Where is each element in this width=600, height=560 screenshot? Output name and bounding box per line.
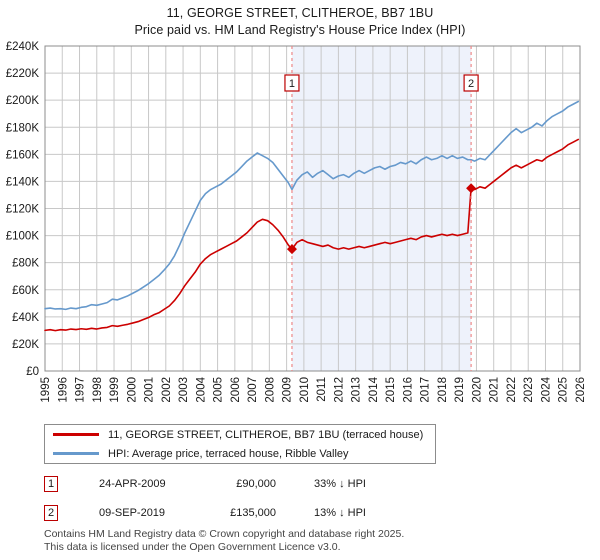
- x-axis-tick-label: 2011: [316, 377, 328, 402]
- transaction-row: 1 24-APR-2009 £90,000 33% ↓ HPI: [44, 473, 386, 495]
- x-axis-tick-label: 2015: [385, 377, 397, 403]
- x-axis-tick-label: 1998: [92, 377, 104, 403]
- x-axis-tick-label: 2001: [144, 377, 156, 403]
- sale-point-marker[interactable]: [466, 183, 477, 194]
- y-axis-tick-label: £60K: [12, 285, 39, 297]
- x-axis-tick-label: 2021: [489, 377, 501, 403]
- x-axis-tick-label: 2024: [540, 376, 552, 402]
- page-title: 11, GEORGE STREET, CLITHEROE, BB7 1BU Pr…: [0, 0, 600, 39]
- x-axis-tick-label: 2016: [402, 377, 414, 403]
- y-axis-tick-label: £80K: [12, 258, 39, 270]
- transaction-hpi-delta: 33% ↓ HPI: [314, 478, 366, 490]
- y-axis-tick-label: £100K: [6, 231, 40, 243]
- chart-legend: 11, GEORGE STREET, CLITHEROE, BB7 1BU (t…: [44, 424, 436, 464]
- plot-frame: [44, 45, 581, 372]
- series-line-price-paid: [44, 138, 580, 332]
- legend-label-hpi: HPI: Average price, terraced house, Ribb…: [108, 447, 349, 460]
- legend-swatch-price-paid: [53, 433, 99, 436]
- transaction-date: 24-APR-2009: [99, 478, 166, 490]
- legend-item-hpi: HPI: Average price, terraced house, Ribb…: [45, 444, 435, 463]
- x-axis-tick-label: 2014: [368, 376, 380, 402]
- chart-canvas: £0 £20K £40K £60K £80K £100K £120K £140K £160K £1…: [6, 41, 587, 403]
- x-axis-tick-label: 2005: [213, 377, 225, 403]
- y-axis-tick-label: £20K: [12, 339, 39, 351]
- x-axis-tick-label: 2000: [126, 377, 138, 403]
- x-axis-tick-label: 2012: [333, 377, 345, 403]
- copyright-footer: Contains HM Land Registry data © Crown c…: [44, 528, 564, 553]
- transaction-hpi-delta: 13% ↓ HPI: [314, 507, 366, 519]
- legend-item-price-paid: 11, GEORGE STREET, CLITHEROE, BB7 1BU (t…: [45, 425, 435, 444]
- y-axis-tick-label: £200K: [6, 95, 40, 107]
- y-axis-tick-label: £40K: [12, 312, 39, 324]
- x-axis-tick-label: 1997: [75, 377, 87, 403]
- x-axis-tick-label: 2002: [161, 377, 173, 403]
- x-axis-tick-label: 2007: [247, 377, 259, 403]
- x-axis-tick-label: 2003: [178, 377, 190, 403]
- legend-label-price-paid: 11, GEORGE STREET, CLITHEROE, BB7 1BU (t…: [108, 428, 424, 441]
- y-axis-tick-label: £140K: [6, 176, 40, 188]
- x-axis-tick-label: 2019: [454, 377, 466, 403]
- x-axis-tick-label: 2006: [230, 377, 242, 403]
- x-axis-tick-label: 2009: [282, 377, 294, 403]
- transaction-price: £90,000: [236, 478, 276, 490]
- x-axis-tick-label: 2023: [523, 377, 535, 403]
- transaction-price: £135,000: [230, 507, 276, 519]
- x-axis-tick-label: 2022: [506, 377, 518, 403]
- transaction-row: 2 09-SEP-2019 £135,000 13% ↓ HPI: [44, 502, 386, 524]
- y-axis-tick-label: £240K: [6, 41, 40, 53]
- annotation-badge[interactable]: [463, 74, 479, 92]
- y-axis-tick-label: £180K: [6, 122, 40, 134]
- x-axis-tick-label: 1996: [57, 377, 69, 403]
- annotation-badge-label: 2: [468, 78, 474, 90]
- x-axis-tick-label: 1999: [109, 377, 121, 403]
- footer-line-copyright: Contains HM Land Registry data © Crown c…: [44, 528, 405, 540]
- x-axis-tick-label: 2026: [575, 377, 587, 403]
- x-axis-tick-label: 2013: [351, 377, 363, 403]
- transaction-badge: 1: [44, 476, 58, 492]
- transaction-badge: 2: [44, 505, 58, 521]
- sale-point-marker[interactable]: [286, 244, 297, 255]
- x-axis-tick-label: 2020: [471, 377, 483, 403]
- x-axis-tick-label: 2018: [437, 377, 449, 403]
- y-axis-tick-label: £120K: [6, 204, 40, 216]
- x-axis-tick-label: 2010: [299, 377, 311, 403]
- annotation-badge-label: 1: [289, 78, 295, 90]
- title-line-address: 11, GEORGE STREET, CLITHEROE, BB7 1BU: [166, 6, 434, 20]
- footer-line-licence: This data is licensed under the Open Gov…: [44, 540, 341, 553]
- x-axis-tick-label: 1995: [40, 377, 52, 403]
- series-line-hpi: [44, 100, 580, 311]
- y-axis-tick-label: £220K: [6, 68, 40, 80]
- transaction-date: 09-SEP-2019: [99, 507, 166, 519]
- annotation-badge[interactable]: [284, 74, 300, 92]
- y-axis-tick-label: £0: [26, 366, 39, 378]
- x-axis-tick-label: 2025: [558, 377, 570, 403]
- legend-swatch-hpi: [53, 452, 99, 455]
- title-line-subtitle: Price paid vs. HM Land Registry's House …: [134, 23, 466, 37]
- y-axis-tick-label: £160K: [6, 149, 40, 161]
- x-axis-tick-label: 2004: [195, 376, 207, 402]
- x-axis-tick-label: 2008: [264, 377, 276, 403]
- x-axis-tick-label: 2017: [420, 377, 432, 403]
